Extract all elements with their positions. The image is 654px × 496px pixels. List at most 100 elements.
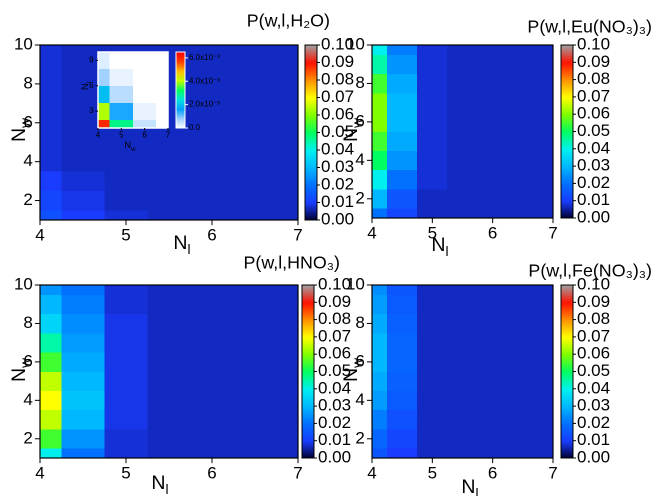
colorbar-slice [561, 285, 573, 288]
heatmap-cell [447, 294, 478, 315]
colorbar-tick-label: 0.03 [577, 156, 610, 175]
colorbar-slice [305, 132, 317, 136]
heatmap-cell [276, 171, 299, 192]
colorbar-tick-label: 0.04 [321, 139, 354, 158]
colorbar-slice [176, 82, 185, 84]
colorbar-slice [305, 101, 317, 105]
colorbar-slice [305, 55, 317, 59]
colorbar-slice [176, 92, 185, 95]
colorbar-slice [561, 287, 573, 290]
heatmap-cell [233, 352, 277, 372]
heatmap-cell [276, 352, 299, 372]
colorbar-slice [302, 369, 314, 372]
heatmap-cell [507, 112, 539, 132]
colorbar-slice [305, 86, 317, 90]
heatmap-cell [147, 352, 191, 372]
colorbar-slice [176, 101, 185, 103]
heatmap-cell [477, 131, 509, 151]
colorbar-slice [176, 88, 185, 90]
colorbar-slice [561, 131, 573, 135]
heatmap-cell [477, 150, 509, 171]
colorbar-slice [302, 339, 314, 342]
heatmap-cell [147, 390, 191, 411]
axis-label-main: N [340, 368, 362, 382]
colorbar-slice [176, 73, 185, 76]
colorbar-slice [561, 297, 573, 301]
axis-label-sub: w [17, 358, 32, 369]
colorbar-slice [561, 373, 573, 377]
colorbar-tick-label: 0.00 [318, 447, 351, 466]
colorbar-slice [305, 198, 317, 201]
heatmap-cell [39, 390, 62, 411]
y-tick-label: 10 [346, 274, 365, 293]
colorbar-frame [175, 51, 186, 129]
heatmap-cell [132, 102, 157, 120]
colorbar-slice [561, 306, 573, 310]
colorbar-slice [561, 356, 573, 360]
x-tick-label: 7 [293, 226, 302, 245]
heatmap-cell [276, 284, 299, 295]
colorbar-slice [561, 168, 573, 171]
heatmap-cell [447, 73, 478, 94]
colorbar-slice [561, 137, 573, 141]
axis-label-sub: w [349, 358, 364, 369]
x-tick-label: 7 [548, 224, 557, 243]
heatmap-cell [537, 112, 554, 132]
x-tick-label: 6 [142, 131, 147, 140]
colorbar-slice [176, 89, 185, 91]
colorbar-slice [305, 152, 317, 155]
colorbar-slice [176, 94, 185, 97]
colorbar-slice [561, 144, 573, 148]
colorbar-slice [561, 99, 573, 102]
heatmap-cell [61, 390, 105, 411]
colorbar-slice [302, 395, 314, 398]
colorbar-slice [176, 59, 185, 62]
heatmap-cell [417, 332, 448, 353]
colorbar-slice [176, 109, 185, 111]
heatmap-cell [507, 294, 539, 315]
colorbar-tick-label: 0.05 [577, 361, 610, 380]
colorbar-slice [305, 167, 317, 171]
heatmap-cell [507, 150, 539, 171]
y-tick-label: 6 [355, 351, 364, 370]
y-tick-label: 8 [355, 313, 364, 332]
colorbar-tick-label: 0.10 [577, 34, 610, 53]
heatmap-cell [156, 68, 169, 87]
heatmap-cell [417, 284, 448, 295]
heatmap-cell [147, 332, 191, 353]
colorbar-slice [561, 390, 573, 394]
colorbar-slice [305, 139, 317, 142]
heatmap-cell [371, 313, 388, 334]
heatmap-cell [233, 132, 277, 153]
colorbar-slice [302, 291, 314, 295]
heatmap-cell [104, 448, 148, 459]
colorbar-slice [561, 205, 573, 208]
heatmap-cell [156, 51, 169, 70]
colorbar-tick-label: 0.10 [577, 274, 610, 293]
heatmap-cell [39, 313, 62, 334]
colorbar-slice [302, 304, 314, 308]
colorbar-slice [561, 371, 573, 375]
heatmap-cell [537, 131, 554, 151]
heatmap-cell [39, 409, 62, 430]
heatmap-cell [386, 409, 418, 430]
heatmap-cell [417, 294, 448, 315]
colorbar-slice [302, 449, 314, 453]
colorbar-slice [302, 393, 314, 396]
colorbar-slice [176, 76, 185, 79]
colorbar-slice [561, 96, 573, 100]
heatmap-cell [447, 169, 478, 190]
colorbar-tick-label: 0.09 [577, 292, 610, 311]
heatmap-cell [371, 169, 388, 190]
heatmap-cell [447, 284, 478, 295]
colorbar-slice [305, 176, 317, 179]
colorbar-slice [305, 200, 317, 203]
colorbar-slice [176, 102, 185, 104]
colorbar-slice [305, 117, 317, 120]
colorbar-slice [302, 445, 314, 448]
colorbar-slice [561, 81, 573, 85]
colorbar-slice [176, 52, 185, 54]
colorbar-slice [176, 58, 185, 61]
colorbar-slice [176, 66, 185, 68]
colorbar-slice [561, 406, 573, 409]
